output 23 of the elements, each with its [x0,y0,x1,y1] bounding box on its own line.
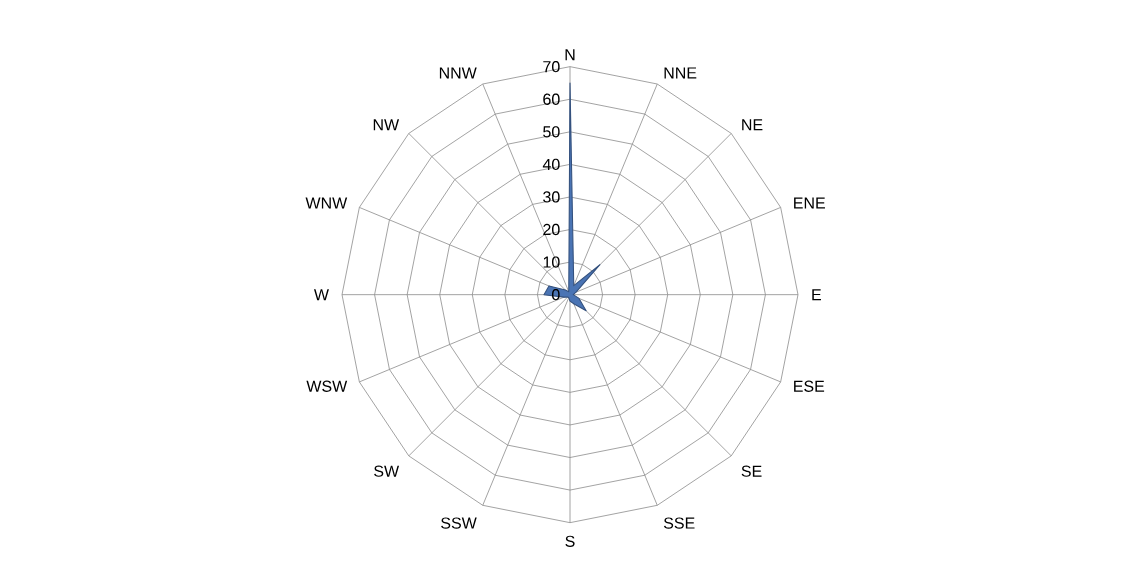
spoke-label: WSW [306,380,348,392]
y-tick-label: 40 [542,158,560,171]
spoke-label: SW [374,465,400,477]
spoke-label: S [565,535,575,547]
spoke-label: SSW [441,517,477,529]
spoke-label: E [812,289,821,301]
spoke-label: N [565,49,575,61]
spoke-label: SSE [663,517,695,529]
y-tick-label: 70 [543,61,560,73]
y-tick-label: 10 [543,256,560,268]
spoke-label: NE [742,119,763,131]
spoke-label: NNE [664,67,697,79]
spoke-label: WNW [305,197,348,209]
y-tick-label: 30 [543,191,560,203]
spoke-label: W [313,289,329,301]
y-tick-label: 50 [543,126,560,138]
spoke-label: NNW [439,67,477,79]
spoke-label: SE [741,465,762,477]
spoke-label: ESE [794,380,825,392]
y-tick-label: 60 [543,93,560,105]
spoke-label: NW [373,119,400,131]
spoke-label: ENE [794,197,825,209]
y-tick-label: 20 [543,223,560,236]
